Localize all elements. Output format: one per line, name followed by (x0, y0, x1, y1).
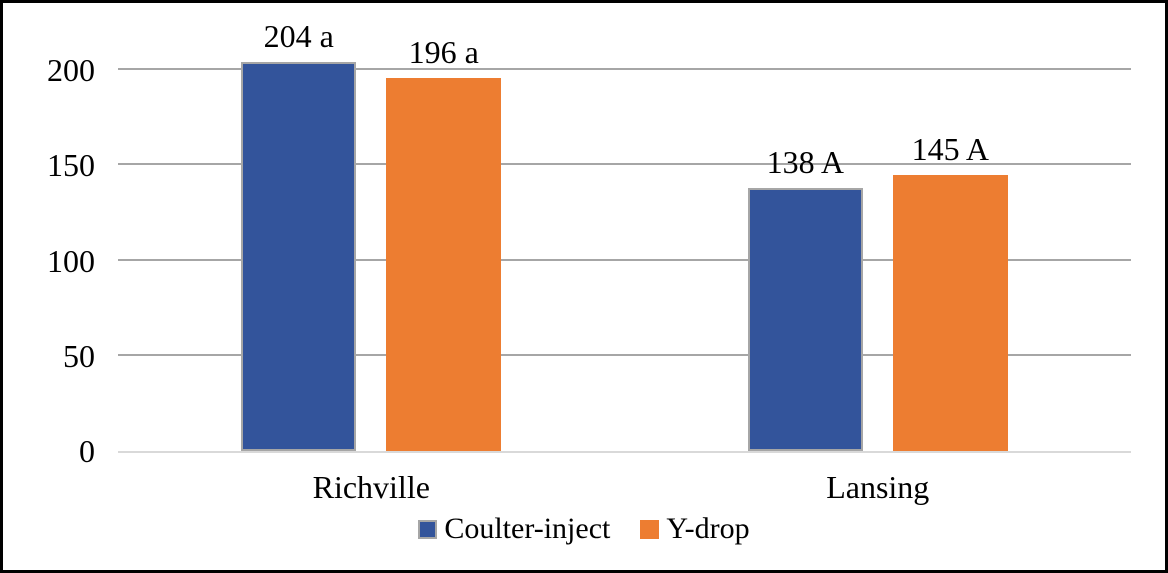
bar-lansing-y-drop (892, 174, 1008, 451)
legend-label-coulter-inject: Coulter-inject (444, 512, 611, 545)
bar-lansing-coulter-inject (747, 188, 863, 451)
bar-richville-y-drop (386, 77, 502, 451)
legend-swatch-y-drop (640, 519, 660, 539)
y-tick-label-0: 0 (79, 433, 95, 469)
y-tick-label-150: 150 (47, 147, 95, 184)
bar-richville-coulter-inject (241, 62, 357, 451)
plot-area: 204 a 196 a 138 A 145 A (118, 18, 1131, 453)
gridline-150 (118, 163, 1131, 166)
y-tick-label-100: 100 (47, 242, 95, 279)
category-label-richville: Richville (312, 469, 430, 505)
category-label-lansing: Lansing (826, 469, 930, 505)
gridline-100 (118, 258, 1131, 261)
data-label-richville-y-drop: 196 a (408, 33, 479, 70)
legend-label-y-drop: Y-drop (666, 512, 750, 545)
data-label-lansing-coulter-inject: 138 A (766, 144, 844, 181)
legend-item-coulter-inject: Coulter-inject (418, 511, 610, 547)
legend-item-y-drop: Y-drop (640, 511, 750, 547)
y-tick-label-200: 200 (47, 52, 95, 89)
y-tick-label-50: 50 (63, 337, 95, 374)
legend-swatch-coulter-inject (418, 519, 438, 539)
data-label-lansing-y-drop: 145 A (911, 130, 989, 167)
data-label-richville-coulter-inject: 204 a (263, 18, 334, 55)
x-axis-line (118, 451, 1131, 453)
gridline-200 (118, 68, 1131, 71)
gridline-50 (118, 353, 1131, 356)
legend: Coulter-inject Y-drop (3, 511, 1165, 547)
